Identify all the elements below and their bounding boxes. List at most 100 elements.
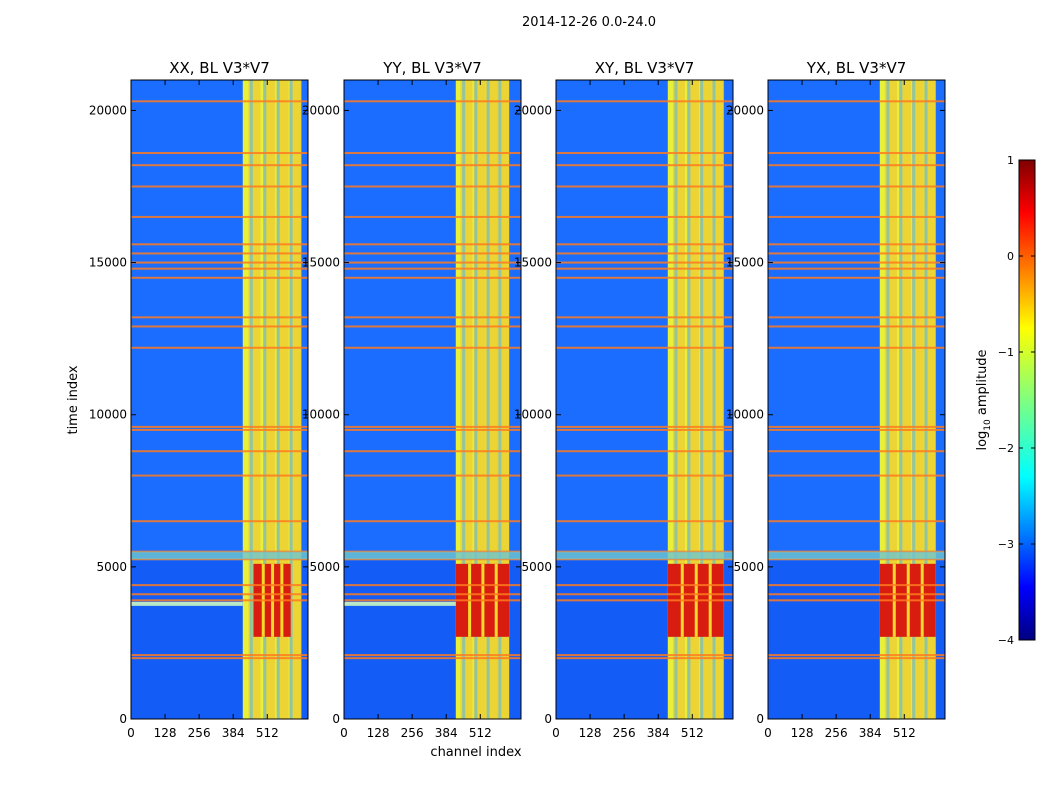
y-tick-label: 5000 (309, 560, 340, 574)
y-tick-label: 15000 (89, 256, 127, 270)
flag-line-8 (768, 475, 945, 477)
flag-line-20 (344, 216, 521, 218)
flag-line-16 (344, 268, 521, 270)
y-tick-label: 0 (332, 712, 340, 726)
flag-line-1 (768, 654, 945, 656)
flag-line-17 (344, 262, 521, 264)
x-tick-label: 256 (613, 726, 636, 740)
flag-line-13 (556, 325, 733, 327)
flag-line-14 (131, 316, 308, 318)
flag-line-2 (131, 599, 308, 601)
flag-line-7 (556, 520, 733, 522)
flag-line-15 (131, 277, 308, 279)
x-tick-label: 128 (579, 726, 602, 740)
flag-line-21 (556, 186, 733, 188)
y-tick-label: 15000 (514, 256, 552, 270)
noise-stripe (768, 552, 945, 560)
flag-line-11 (131, 426, 308, 428)
y-tick-label: 20000 (726, 103, 764, 117)
flag-line-24 (556, 100, 733, 102)
flag-line-10 (344, 429, 521, 431)
y-tick-label: 5000 (733, 560, 764, 574)
flag-line-12 (768, 347, 945, 349)
x-tick-label: 256 (401, 726, 424, 740)
x-tick-label: 384 (435, 726, 458, 740)
flag-line-8 (131, 475, 308, 477)
panel-1: YY, BL V3*V70 128 256 384 512050001000015000… (302, 59, 521, 740)
y-tick-label: 0 (119, 712, 127, 726)
flag-line-3 (131, 593, 308, 595)
flag-line-15 (556, 277, 733, 279)
flag-line-7 (768, 520, 945, 522)
panels: XX, BL V3*V7 0 128 256 384 512 0 5000 10000 15000… (89, 59, 945, 740)
flag-line-18 (556, 252, 733, 254)
x-tick-label: 128 (154, 726, 177, 740)
panel-title: YX, BL V3*V7 (806, 59, 907, 77)
flag-line-9 (131, 450, 308, 452)
colorbar-tick-label: 0 (1007, 250, 1014, 263)
y-tick-label: 0 (544, 712, 552, 726)
flag-line-12 (344, 347, 521, 349)
flag-line-11 (768, 426, 945, 428)
strong-stripe (344, 602, 456, 606)
flag-line-1 (556, 654, 733, 656)
flag-line-22 (344, 164, 521, 166)
y-tick-label: 15000 (726, 256, 764, 270)
x-tick-label: 512 (893, 726, 916, 740)
x-axis-label: channel index (430, 745, 521, 760)
flag-line-3 (768, 593, 945, 595)
y-axis-label: time index (66, 365, 81, 434)
flag-line-21 (131, 186, 308, 188)
y-tick-label: 10000 (89, 408, 127, 422)
spectrogram-figure: 2014-12-26 0.0-24.0 XX, BL V3*V70 128 256 3… (0, 0, 1050, 800)
colorbar-gradient (1019, 160, 1035, 640)
y-tick-label: 0 (756, 712, 764, 726)
panel-title: XX, BL V3*V7 (169, 59, 270, 77)
flag-line-8 (344, 475, 521, 477)
flag-line-18 (344, 252, 521, 254)
flag-line-15 (344, 277, 521, 279)
flag-line-14 (768, 316, 945, 318)
flag-line-12 (556, 347, 733, 349)
flag-line-0 (768, 657, 945, 659)
flag-line-3 (556, 593, 733, 595)
flag-line-2 (556, 599, 733, 601)
flag-line-17 (556, 262, 733, 264)
flag-line-3 (344, 593, 521, 595)
y-tick-label: 15000 (302, 256, 340, 270)
noise-stripe (131, 552, 308, 560)
flag-line-4 (556, 584, 733, 586)
flag-line-1 (131, 654, 308, 656)
flag-line-18 (131, 252, 308, 254)
colorbar: 1 0 −1 −2 −3 −4 log10 amplitude (975, 154, 1035, 647)
x-tick-label: 0 (127, 726, 135, 740)
flag-line-13 (131, 325, 308, 327)
x-tick-label: 0 (552, 726, 560, 740)
y-tick-label: 20000 (302, 103, 340, 117)
flag-line-11 (344, 426, 521, 428)
panel-title: XY, BL V3*V7 (595, 59, 695, 77)
x-tick-label: 512 (256, 726, 279, 740)
flag-line-20 (131, 216, 308, 218)
flag-line-18 (768, 252, 945, 254)
flag-line-19 (768, 243, 945, 245)
flag-line-10 (556, 429, 733, 431)
flag-line-0 (344, 657, 521, 659)
flag-line-4 (768, 584, 945, 586)
flag-line-22 (131, 164, 308, 166)
flag-line-23 (344, 152, 521, 154)
flag-line-12 (131, 347, 308, 349)
flag-line-16 (556, 268, 733, 270)
flag-line-13 (768, 325, 945, 327)
x-tick-label: 0 (340, 726, 348, 740)
colorbar-tick-label: −2 (998, 442, 1014, 455)
y-tick-label: 5000 (96, 560, 127, 574)
flag-line-4 (344, 584, 521, 586)
panel-title: YY, BL V3*V7 (382, 59, 481, 77)
flag-line-22 (556, 164, 733, 166)
flag-line-24 (768, 100, 945, 102)
flag-line-7 (131, 520, 308, 522)
flag-line-19 (556, 243, 733, 245)
flag-line-17 (768, 262, 945, 264)
flag-line-9 (556, 450, 733, 452)
